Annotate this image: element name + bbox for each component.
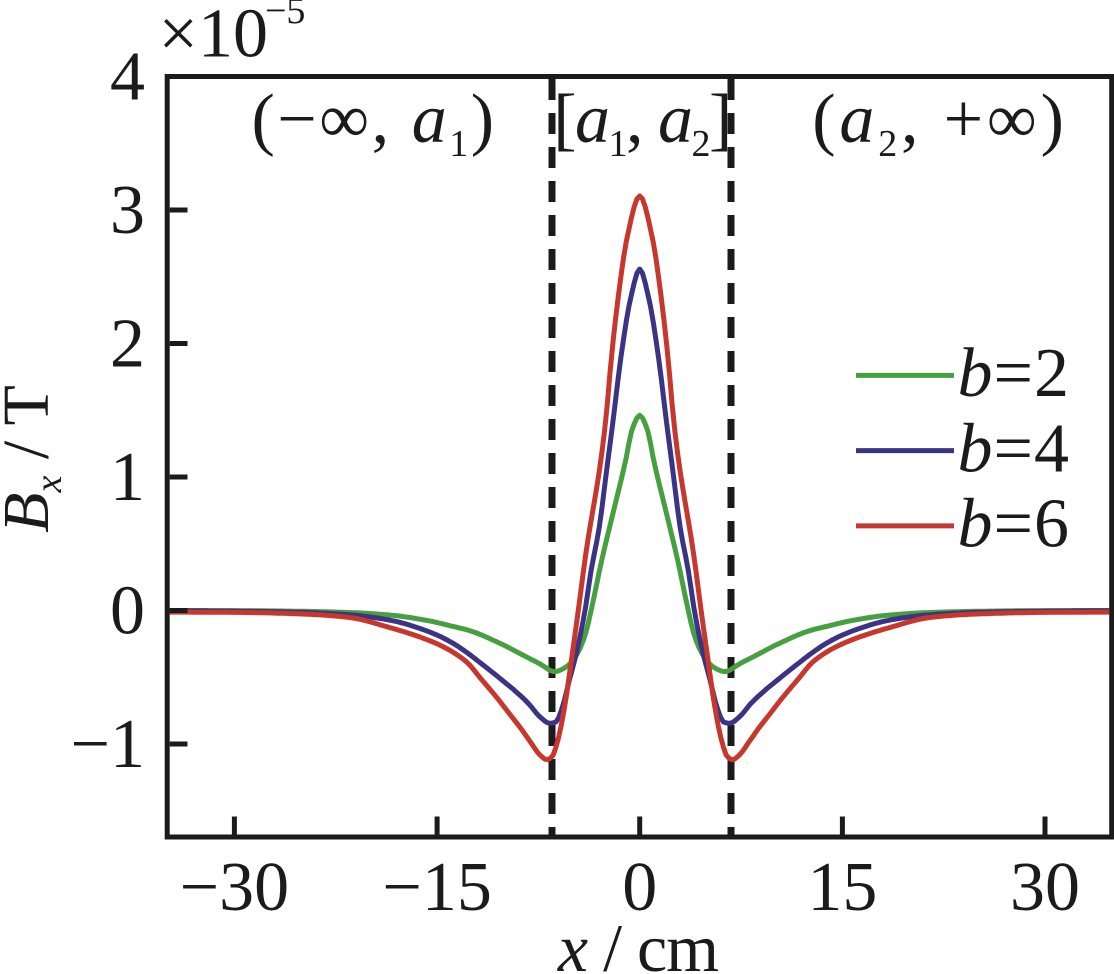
svg-text:−5: −5: [265, 0, 305, 32]
svg-text:1: 1: [110, 439, 145, 516]
svg-text:(a2, +∞): (a2, +∞): [812, 81, 1067, 165]
svg-text:×10: ×10: [159, 0, 268, 73]
svg-text:[a1, a2]: [a1, a2]: [553, 81, 731, 165]
svg-text:4: 4: [110, 39, 145, 116]
svg-text:15: 15: [807, 849, 877, 926]
svg-text:(−∞, a1): (−∞, a1): [251, 81, 496, 165]
svg-text:−30: −30: [180, 849, 289, 926]
svg-text:Bx / T: Bx / T: [0, 385, 70, 533]
svg-text:−15: −15: [382, 849, 491, 926]
svg-text:0: 0: [622, 849, 657, 926]
svg-text:b=4: b=4: [958, 410, 1070, 487]
svg-text:3: 3: [110, 172, 145, 249]
svg-text:30: 30: [1010, 849, 1080, 926]
svg-text:2: 2: [110, 306, 145, 383]
svg-text:b=6: b=6: [958, 486, 1070, 563]
svg-text:x / cm: x / cm: [557, 910, 718, 974]
svg-text:b=2: b=2: [958, 335, 1070, 412]
svg-text:0: 0: [110, 573, 145, 650]
svg-text:−1: −1: [71, 706, 145, 783]
